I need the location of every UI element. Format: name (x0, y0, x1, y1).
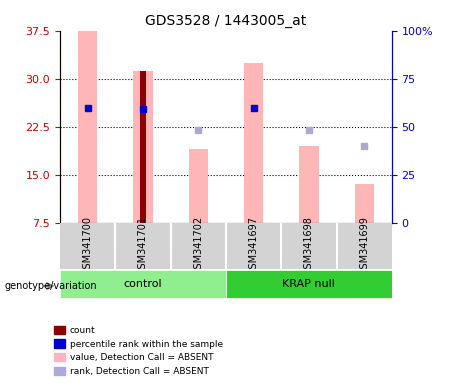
Text: GSM341701: GSM341701 (138, 216, 148, 275)
FancyBboxPatch shape (60, 270, 226, 298)
Legend: count, percentile rank within the sample, value, Detection Call = ABSENT, rank, : count, percentile rank within the sample… (51, 322, 226, 379)
Text: GSM341700: GSM341700 (83, 216, 93, 275)
Bar (78, 31, 97, 223)
Bar (355, 184, 374, 223)
Text: GSM341702: GSM341702 (193, 216, 203, 275)
Bar (133, 71, 153, 223)
Text: genotype/variation: genotype/variation (5, 281, 97, 291)
Text: KRAP null: KRAP null (283, 279, 335, 289)
Text: GSM341699: GSM341699 (359, 216, 369, 275)
Bar (140, 71, 146, 223)
Title: GDS3528 / 1443005_at: GDS3528 / 1443005_at (145, 14, 307, 28)
FancyBboxPatch shape (226, 270, 392, 298)
Bar (299, 146, 319, 223)
Text: GSM341698: GSM341698 (304, 216, 314, 275)
Bar (244, 63, 263, 223)
Text: control: control (124, 279, 162, 289)
Text: GSM341697: GSM341697 (248, 216, 259, 275)
Bar (189, 149, 208, 223)
